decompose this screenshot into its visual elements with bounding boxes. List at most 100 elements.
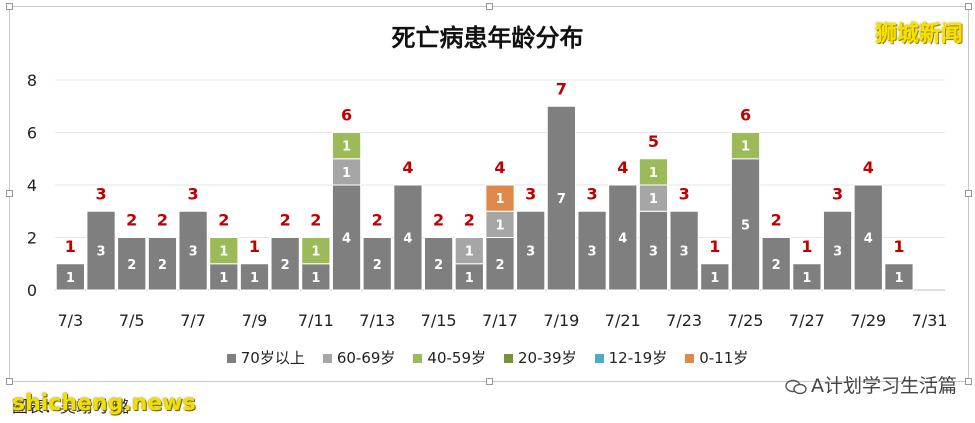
wechat-icon bbox=[785, 379, 807, 394]
bar-segment bbox=[730, 158, 761, 291]
legend-swatch bbox=[685, 354, 695, 363]
bar-segment bbox=[301, 237, 331, 265]
segment-data-label: 1 bbox=[311, 271, 320, 286]
wechat-label: A计划学习生活篇 bbox=[811, 375, 957, 397]
segment-data-label: 2 bbox=[127, 258, 136, 273]
legend-swatch bbox=[322, 354, 332, 363]
total-data-label: 1 bbox=[801, 237, 812, 256]
bar-segment bbox=[485, 184, 515, 212]
x-tick-label: 7/27 bbox=[789, 311, 825, 330]
wechat-account: A计划学习生活篇 bbox=[785, 371, 957, 398]
segment-data-label: 2 bbox=[772, 258, 781, 273]
x-tick-label: 7/29 bbox=[850, 311, 886, 330]
bar-segment bbox=[362, 237, 392, 291]
segment-data-label: 1 bbox=[342, 140, 351, 155]
watermark-bottom: shicheng.news bbox=[12, 391, 196, 416]
segment-data-label: 1 bbox=[311, 245, 320, 260]
bar-segment bbox=[761, 237, 791, 291]
total-data-label: 3 bbox=[832, 184, 843, 203]
x-tick-label: 7/17 bbox=[482, 311, 518, 330]
bar-segment bbox=[331, 158, 362, 186]
segment-data-label: 2 bbox=[434, 258, 443, 273]
segment-data-label: 1 bbox=[741, 140, 750, 155]
bar-segment bbox=[608, 184, 638, 291]
bar-segment bbox=[884, 263, 914, 291]
x-tick-label: 7/3 bbox=[57, 311, 83, 330]
bar-segment bbox=[301, 263, 331, 291]
total-data-label: 4 bbox=[402, 158, 413, 177]
caption: 图表：吴翊·小璐 bbox=[12, 397, 130, 416]
resize-handle[interactable] bbox=[6, 378, 13, 385]
bar-segment bbox=[638, 158, 669, 186]
segment-data-label: 7 bbox=[557, 192, 566, 207]
bar-segment bbox=[331, 184, 362, 291]
bar-segment bbox=[454, 263, 484, 291]
segment-data-label: 3 bbox=[526, 245, 535, 260]
segment-data-label: 3 bbox=[649, 245, 658, 260]
x-tick-label: 7/19 bbox=[543, 311, 579, 330]
bar-segment bbox=[669, 210, 699, 291]
bar-segment bbox=[454, 237, 484, 265]
bar-segment bbox=[546, 105, 576, 291]
chart-title: 死亡病患年龄分布 bbox=[391, 24, 584, 52]
resize-handle[interactable] bbox=[486, 3, 493, 10]
x-tick-label: 7/9 bbox=[242, 311, 268, 330]
resize-handle[interactable] bbox=[965, 378, 972, 385]
total-data-label: 2 bbox=[433, 211, 444, 230]
bar-segment bbox=[86, 210, 116, 291]
legend-swatch bbox=[504, 354, 514, 363]
x-tick-label: 7/23 bbox=[666, 311, 702, 330]
legend-item: 60-69岁 bbox=[322, 347, 396, 368]
legend-label: 40-59岁 bbox=[427, 349, 487, 367]
legend-label: 20-39岁 bbox=[518, 349, 577, 367]
legend-label: 70岁以上 bbox=[240, 349, 305, 367]
x-tick-label: 7/25 bbox=[728, 311, 764, 330]
legend-item: 0-11岁 bbox=[685, 347, 748, 368]
segment-data-label: 3 bbox=[97, 245, 106, 260]
segment-data-label: 4 bbox=[864, 232, 873, 247]
segment-data-label: 1 bbox=[250, 271, 259, 286]
bar-segment bbox=[209, 237, 239, 265]
x-tick-label: 7/31 bbox=[912, 311, 948, 330]
segment-data-label: 1 bbox=[219, 271, 228, 286]
segment-data-label: 1 bbox=[495, 218, 504, 233]
total-data-label: 1 bbox=[893, 237, 904, 256]
legend-item: 40-59岁 bbox=[413, 347, 486, 368]
segment-data-label: 1 bbox=[894, 271, 903, 286]
resize-handle[interactable] bbox=[486, 378, 493, 385]
bar-segment bbox=[55, 263, 85, 291]
bar-segment bbox=[638, 210, 669, 291]
resize-handle[interactable] bbox=[6, 190, 13, 197]
total-data-label: 3 bbox=[188, 184, 199, 203]
segment-data-label: 2 bbox=[158, 258, 167, 273]
resize-handle[interactable] bbox=[6, 3, 13, 10]
total-data-label: 6 bbox=[341, 106, 352, 125]
total-data-label: 7 bbox=[556, 79, 567, 98]
total-data-label: 4 bbox=[863, 158, 874, 177]
legend-label: 60-69岁 bbox=[336, 349, 396, 367]
bar-segment bbox=[393, 184, 423, 291]
segment-data-label: 1 bbox=[342, 166, 351, 181]
total-data-label: 6 bbox=[740, 106, 751, 125]
total-data-label: 3 bbox=[679, 184, 690, 203]
watermark-top: 狮城新闻 bbox=[874, 22, 963, 47]
y-tick-label: 4 bbox=[27, 176, 37, 195]
bar-segment bbox=[331, 132, 362, 160]
bar-segment bbox=[485, 237, 515, 291]
segment-data-label: 1 bbox=[495, 192, 504, 207]
resize-handle[interactable] bbox=[965, 3, 972, 10]
segment-data-label: 1 bbox=[649, 192, 658, 207]
segment-data-label: 2 bbox=[495, 258, 504, 273]
total-data-label: 2 bbox=[464, 211, 475, 230]
segment-data-label: 5 bbox=[741, 218, 750, 233]
total-data-label: 4 bbox=[617, 158, 628, 177]
legend-label: 0-11岁 bbox=[699, 349, 749, 367]
resize-handle[interactable] bbox=[965, 190, 972, 197]
total-data-label: 4 bbox=[494, 158, 505, 177]
legend-item: 12-19岁 bbox=[594, 347, 667, 368]
y-tick-label: 8 bbox=[27, 71, 37, 90]
y-tick-label: 2 bbox=[27, 229, 37, 248]
bar-segment bbox=[853, 184, 883, 291]
segment-data-label: 2 bbox=[281, 258, 290, 273]
y-tick-label: 0 bbox=[27, 281, 37, 300]
